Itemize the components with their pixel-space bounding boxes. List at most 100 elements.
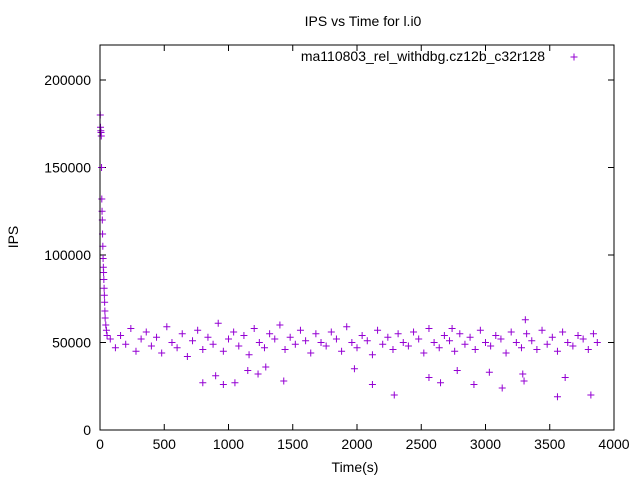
data-point — [280, 377, 288, 385]
data-point — [497, 335, 505, 343]
data-point — [430, 339, 438, 346]
x-tick-label: 2500 — [406, 436, 437, 452]
data-point — [225, 335, 232, 343]
data-point — [286, 333, 294, 341]
data-point — [564, 339, 572, 346]
data-point — [189, 337, 197, 345]
chart-title: IPS vs Time for l.i0 — [305, 13, 422, 29]
data-point — [100, 284, 108, 292]
data-point — [363, 337, 371, 345]
data-point — [523, 330, 531, 338]
data-point — [317, 339, 325, 346]
data-point — [553, 347, 561, 355]
y-tick-label: 100000 — [44, 247, 91, 263]
data-point — [266, 330, 274, 338]
data-point — [389, 346, 397, 353]
data-point — [453, 367, 461, 374]
data-point — [368, 351, 376, 359]
data-point — [281, 346, 289, 353]
data-point — [559, 328, 567, 336]
x-tick-label: 3500 — [534, 436, 565, 452]
data-point — [147, 342, 155, 350]
data-point — [593, 339, 601, 346]
data-point — [199, 379, 207, 387]
data-point — [219, 347, 227, 355]
data-point — [425, 374, 433, 381]
data-point — [262, 363, 270, 371]
y-tick-label: 150000 — [44, 160, 91, 176]
data-point — [437, 379, 445, 387]
data-point — [194, 326, 202, 334]
data-point — [343, 323, 351, 331]
data-point — [235, 342, 243, 350]
data-point — [100, 276, 108, 283]
data-point — [569, 342, 577, 350]
data-point — [209, 340, 217, 348]
data-point — [384, 333, 392, 341]
x-tick-label: 2000 — [341, 436, 372, 452]
data-point — [111, 344, 119, 352]
data-point — [394, 330, 402, 338]
data-point — [519, 370, 527, 378]
x-tick-label: 500 — [153, 436, 177, 452]
data-point — [244, 367, 252, 374]
data-point — [106, 335, 114, 343]
data-point — [214, 319, 222, 327]
data-point — [132, 347, 140, 355]
data-point — [587, 391, 595, 399]
data-point — [440, 332, 448, 339]
data-point — [451, 347, 459, 355]
data-point — [470, 381, 478, 388]
legend-marker-symbol — [570, 53, 578, 61]
data-point — [548, 333, 556, 341]
data-point — [254, 370, 262, 378]
data-point — [103, 332, 111, 339]
data-point — [312, 330, 320, 338]
data-point — [579, 335, 587, 343]
data-point — [332, 335, 340, 343]
data-point — [521, 316, 529, 324]
x-axis-label: Time(s) — [332, 459, 379, 475]
data-point — [456, 330, 464, 338]
y-tick-label: 200000 — [44, 72, 91, 88]
data-point — [507, 328, 515, 336]
data-point — [173, 344, 181, 352]
data-point — [98, 164, 106, 171]
data-point — [498, 384, 506, 392]
data-point — [374, 326, 382, 334]
data-point — [348, 339, 356, 346]
axis-ticks: 0 500 1000 1500 2000 2500 3000 3500 4000 0 50000 10… — [44, 45, 630, 452]
data-point — [178, 330, 186, 338]
data-point — [425, 325, 433, 332]
data-point — [97, 132, 105, 140]
data-point — [584, 346, 592, 353]
data-point — [271, 335, 279, 343]
data-point — [127, 325, 135, 332]
data-point — [446, 337, 454, 345]
data-point — [100, 269, 108, 276]
data-point — [204, 333, 212, 341]
data-point — [448, 325, 456, 332]
data-point — [276, 321, 284, 329]
data-point — [487, 342, 495, 350]
data-point — [520, 377, 528, 385]
data-point — [102, 321, 110, 329]
data-point — [528, 337, 536, 345]
data-point — [404, 342, 412, 350]
data-point — [212, 372, 220, 380]
data-point — [260, 344, 268, 352]
data-point — [543, 340, 551, 348]
data-point — [322, 342, 330, 350]
data-point — [163, 323, 171, 331]
data-point — [231, 379, 239, 387]
x-tick-label: 1500 — [277, 436, 308, 452]
data-point — [168, 339, 176, 346]
data-point — [466, 333, 474, 341]
data-point — [435, 344, 443, 352]
legend: ma110803_rel_withdbg.cz12b_c32r128 — [301, 48, 578, 64]
data-point — [390, 391, 398, 399]
data-point — [183, 353, 191, 360]
data-point — [482, 339, 489, 346]
data-point — [368, 381, 376, 388]
